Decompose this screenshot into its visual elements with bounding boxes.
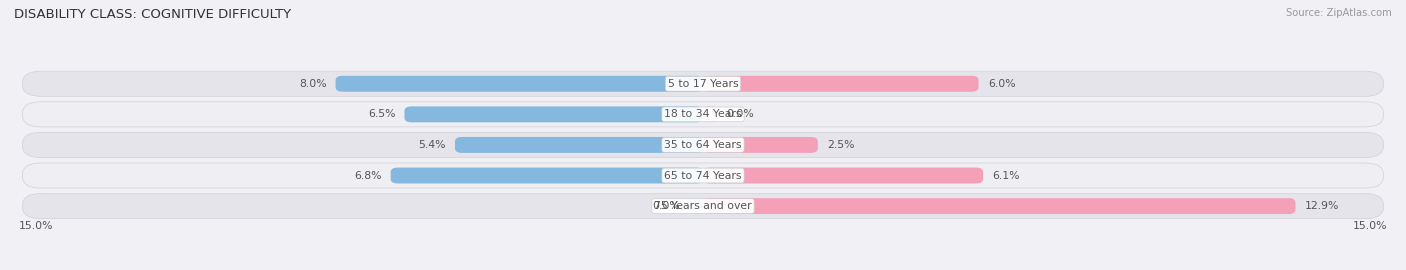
- FancyBboxPatch shape: [703, 198, 1295, 214]
- Text: 15.0%: 15.0%: [1353, 221, 1388, 231]
- Text: Source: ZipAtlas.com: Source: ZipAtlas.com: [1286, 8, 1392, 18]
- Text: 75 Years and over: 75 Years and over: [654, 201, 752, 211]
- FancyBboxPatch shape: [703, 168, 983, 184]
- FancyBboxPatch shape: [405, 106, 703, 122]
- Text: 35 to 64 Years: 35 to 64 Years: [664, 140, 742, 150]
- Text: 65 to 74 Years: 65 to 74 Years: [664, 171, 742, 181]
- Text: 8.0%: 8.0%: [298, 79, 326, 89]
- FancyBboxPatch shape: [336, 76, 703, 92]
- FancyBboxPatch shape: [456, 137, 703, 153]
- FancyBboxPatch shape: [22, 194, 1384, 219]
- FancyBboxPatch shape: [703, 137, 818, 153]
- Text: 12.9%: 12.9%: [1305, 201, 1339, 211]
- Text: 18 to 34 Years: 18 to 34 Years: [664, 109, 742, 119]
- Text: 2.5%: 2.5%: [827, 140, 855, 150]
- Text: 0.0%: 0.0%: [652, 201, 681, 211]
- FancyBboxPatch shape: [22, 132, 1384, 157]
- Text: 5.4%: 5.4%: [419, 140, 446, 150]
- Text: 15.0%: 15.0%: [18, 221, 53, 231]
- Text: DISABILITY CLASS: COGNITIVE DIFFICULTY: DISABILITY CLASS: COGNITIVE DIFFICULTY: [14, 8, 291, 21]
- Text: 6.8%: 6.8%: [354, 171, 381, 181]
- FancyBboxPatch shape: [22, 102, 1384, 127]
- Text: 5 to 17 Years: 5 to 17 Years: [668, 79, 738, 89]
- FancyBboxPatch shape: [703, 106, 717, 122]
- FancyBboxPatch shape: [391, 168, 703, 184]
- Text: 6.0%: 6.0%: [988, 79, 1015, 89]
- FancyBboxPatch shape: [689, 198, 703, 214]
- FancyBboxPatch shape: [703, 76, 979, 92]
- FancyBboxPatch shape: [22, 163, 1384, 188]
- FancyBboxPatch shape: [22, 71, 1384, 96]
- Text: 0.0%: 0.0%: [725, 109, 754, 119]
- Text: 6.1%: 6.1%: [993, 171, 1019, 181]
- Text: 6.5%: 6.5%: [368, 109, 395, 119]
